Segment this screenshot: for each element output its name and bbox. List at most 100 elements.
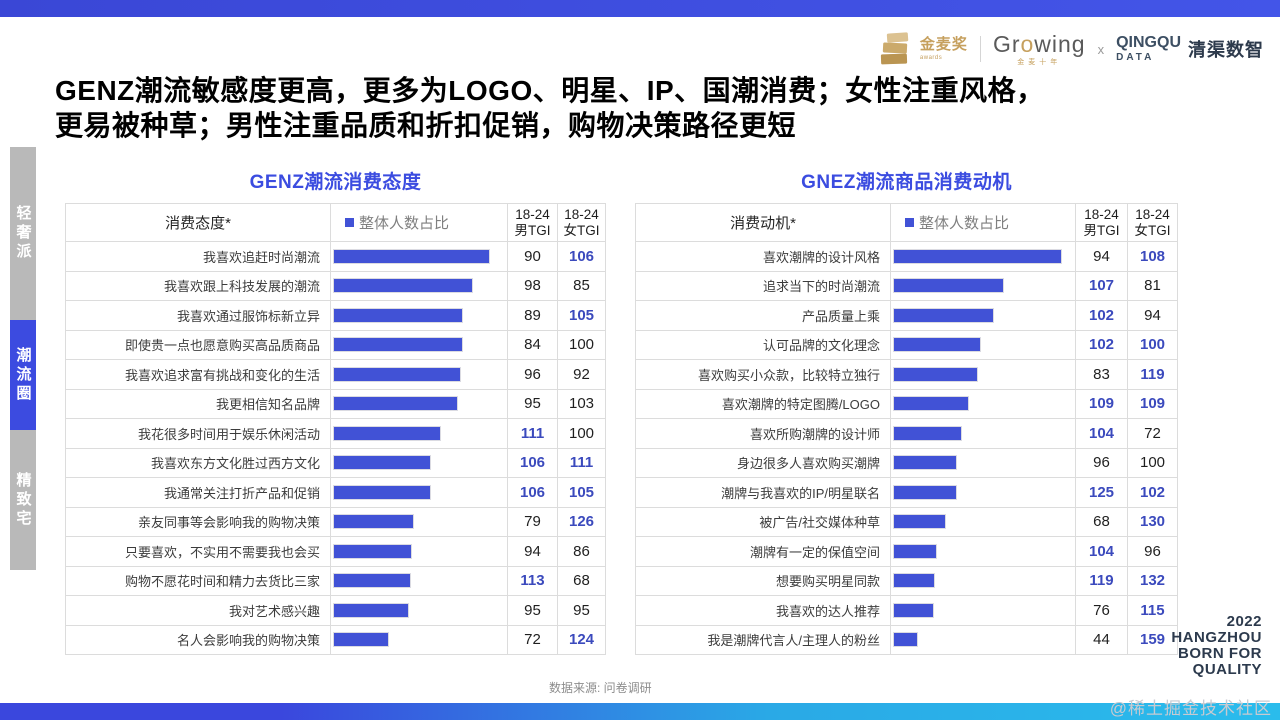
female-tgi-value: 81 [1128,271,1178,301]
sidebar-tab-chaoliuquan[interactable]: 潮流圈 [10,320,36,430]
table-row: 身边很多人喜欢购买潮牌 96 100 [636,448,1178,478]
column-header-male-tgi: 18-24 男TGI [508,204,558,242]
bar [893,396,969,412]
bar-cell [331,360,508,390]
table-row: 我是潮牌代言人/主理人的粉丝 44 159 [636,625,1178,655]
sidebar-tab-jingzhizhai[interactable]: 精致宅 [10,430,36,570]
logo-x-separator: x [1097,41,1105,57]
male-tgi-value: 106 [508,448,558,478]
table-header-row: 消费态度* 整体人数占比 18-24 男TGI 18-24 女TGI [66,204,606,242]
row-label: 喜欢所购潮牌的设计师 [636,419,891,449]
jinmai-award-sublabel: awards [919,55,943,61]
bar-cell [891,301,1076,331]
table-row: 喜欢购买小众款，比较特立独行 83 119 [636,360,1178,390]
year-badge-line: BORN FOR [1178,645,1262,662]
watermark: @稀土掘金技术社区 [1109,699,1272,718]
male-tgi-value: 68 [1076,507,1128,537]
bar [333,632,389,648]
table-row: 我通常关注打折产品和促销 106 105 [66,478,606,508]
female-tgi-value: 92 [558,360,606,390]
female-tgi-value: 96 [1128,537,1178,567]
table-row: 潮牌有一定的保值空间 104 96 [636,537,1178,567]
data-table: 消费动机* 整体人数占比 18-24 男TGI 18-24 女TGI 喜欢潮牌的设计… [635,203,1178,655]
bar-cell [891,507,1076,537]
bar [892,543,938,559]
header-logos: 金麦奖 awards Growing 金麦十年 x QINGQU DATA 清渠… [878,29,1264,69]
chart-genz-attitudes: GENZ潮流消费态度 消费态度* 整体人数占比 18-24 男TGI 18-24 女… [65,167,606,655]
male-tgi-value: 72 [508,625,558,655]
row-label: 我喜欢东方文化胜过西方文化 [66,448,331,478]
row-label: 我通常关注打折产品和促销 [66,478,331,508]
bar-cell [331,625,508,655]
row-label: 产品质量上乘 [636,301,891,331]
bar-cell [891,389,1076,419]
female-tgi-value: 103 [558,389,606,419]
bar [892,248,1063,264]
year-badge-line: 2022 [1226,613,1262,630]
bar [333,396,458,412]
table-row: 我喜欢跟上科技发展的潮流 98 85 [66,271,606,301]
row-label: 即使贵一点也愿意购买高品质商品 [66,330,331,360]
bar [333,573,411,589]
female-tgi-value: 72 [1128,419,1178,449]
growing-logo: Growing 金麦十年 [992,30,1086,66]
table-row: 潮牌与我喜欢的IP/明星联名 125 102 [636,478,1178,508]
bar [893,307,994,323]
female-tgi-value: 106 [558,242,606,272]
female-tgi-value: 124 [558,625,606,655]
table-row: 追求当下的时尚潮流 107 81 [636,271,1178,301]
female-tgi-value: 100 [558,419,606,449]
sidebar-tab-qingshepai[interactable]: 轻奢派 [10,147,36,320]
bar-cell [331,242,508,272]
table-row: 我对艺术感兴趣 95 95 [66,596,606,626]
bar [893,425,962,441]
bar-cell [891,596,1076,626]
male-tgi-value: 98 [508,271,558,301]
table-row: 我喜欢的达人推荐 76 115 [636,596,1178,626]
male-tgi-value: 106 [508,478,558,508]
bar-cell [331,596,508,626]
bar-cell [891,271,1076,301]
row-label: 身边很多人喜欢购买潮牌 [636,448,891,478]
female-tgi-value: 86 [558,537,606,567]
male-tgi-value: 107 [1076,271,1128,301]
bar [892,514,947,530]
data-source-note: 数据来源: 问卷调研 [549,681,652,695]
female-tgi-value: 100 [558,330,606,360]
bar-cell [331,301,508,331]
female-tgi-value: 105 [558,478,606,508]
male-tgi-value: 44 [1076,625,1128,655]
table-row: 我花很多时间用于娱乐休闲活动 111 100 [66,419,606,449]
table-row: 被广告/社交媒体种草 68 130 [636,507,1178,537]
page-title: GENZ潮流敏感度更高，更多为LOGO、明星、IP、国潮消费；女性注重风格， 更… [55,73,1045,143]
bar [333,307,463,323]
male-tgi-value: 111 [508,419,558,449]
female-tgi-value: 126 [558,507,606,537]
table-header-row: 消费动机* 整体人数占比 18-24 男TGI 18-24 女TGI [636,204,1178,242]
gold-boxes-icon [880,32,909,65]
row-label: 我喜欢跟上科技发展的潮流 [66,271,331,301]
table-row: 我喜欢追求富有挑战和变化的生活 96 92 [66,360,606,390]
row-label: 我对艺术感兴趣 [66,596,331,626]
female-tgi-value: 109 [1128,389,1178,419]
row-label: 我喜欢的达人推荐 [636,596,891,626]
year-badge-line: HANGZHOU [1171,629,1262,646]
female-tgi-value: 159 [1128,625,1178,655]
bar-cell [891,419,1076,449]
female-tgi-value: 119 [1128,360,1178,390]
bar-cell [331,478,508,508]
bar-cell [891,242,1076,272]
male-tgi-value: 102 [1076,330,1128,360]
male-tgi-value: 95 [508,389,558,419]
logo-divider [979,36,981,62]
column-header-bar-label: 整体人数占比 [359,215,450,232]
male-tgi-value: 102 [1076,301,1128,331]
row-label: 我是潮牌代言人/主理人的粉丝 [636,625,891,655]
year-badge: 2022 HANGZHOU BORN FOR QUALITY [1171,614,1262,678]
table-row: 购物不愿花时间和精力去货比三家 113 68 [66,566,606,596]
female-tgi-value: 105 [558,301,606,331]
row-label: 喜欢潮牌的特定图腾/LOGO [636,389,891,419]
row-label: 追求当下的时尚潮流 [636,271,891,301]
chart-title: GENZ潮流消费态度 [249,172,422,193]
growing-wordmark: Growing [992,30,1086,57]
